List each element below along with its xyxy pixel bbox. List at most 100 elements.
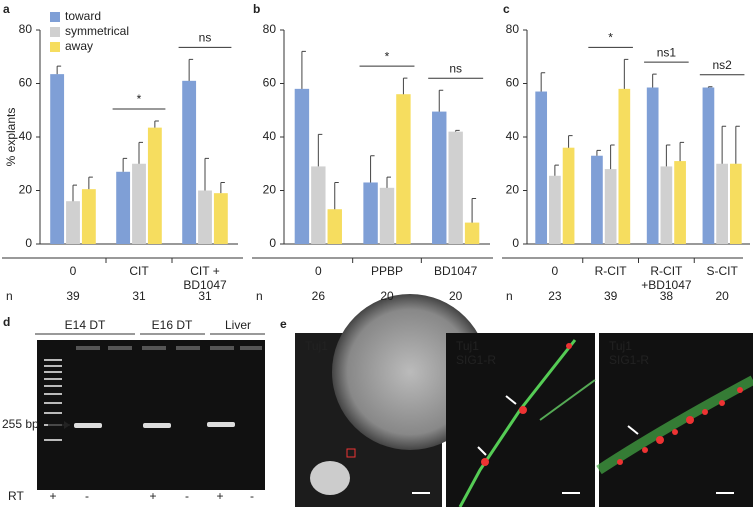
bar	[182, 80, 197, 244]
bar	[198, 190, 212, 244]
error-bar	[540, 72, 546, 92]
bar	[702, 87, 715, 244]
error-bar	[735, 125, 740, 164]
bar	[294, 88, 310, 244]
error-bar	[471, 198, 477, 223]
bar	[464, 222, 480, 244]
panel-label: c	[503, 2, 510, 16]
error-bar	[334, 181, 339, 210]
x-tick-label: CIT + BD1047	[183, 264, 227, 292]
n-label: n	[6, 289, 13, 303]
y-tick-label: 80	[19, 22, 33, 36]
panel-label: d	[3, 315, 10, 329]
neurite	[539, 379, 596, 421]
rt-value: +	[49, 489, 56, 503]
error-bar	[138, 141, 143, 164]
y-tick-label: 20	[263, 183, 277, 197]
legend-label: toward	[65, 9, 101, 23]
significance-label: ns	[199, 31, 212, 45]
neurite	[596, 375, 753, 475]
bar	[432, 111, 447, 245]
error-bar	[402, 77, 408, 95]
y-tick-label: 40	[263, 129, 277, 143]
x-tick-label: CIT	[129, 264, 149, 278]
bar	[549, 175, 561, 244]
x-tick-label: R-CIT +BD1047	[641, 264, 692, 292]
x-tick-label: 0	[69, 264, 77, 278]
image-label: SIG1-R	[456, 353, 496, 367]
panel-label: a	[3, 2, 10, 16]
x-tick-label: S-CIT	[706, 264, 738, 278]
significance-label: *	[385, 49, 390, 63]
bar	[327, 209, 342, 244]
puncta	[481, 343, 572, 466]
bar	[147, 127, 162, 244]
error-bar	[56, 65, 62, 75]
bar	[660, 166, 673, 244]
y-tick-label: 0	[25, 236, 32, 250]
bar	[448, 131, 463, 244]
n-value: 20	[449, 289, 463, 303]
y-tick-label: 20	[506, 183, 520, 197]
bar	[379, 187, 395, 244]
bar	[591, 155, 603, 244]
y-tick-label: 20	[19, 183, 33, 197]
x-tick-label: R-CIT	[594, 264, 627, 278]
bar	[674, 161, 686, 244]
image-label: Tuj1	[609, 339, 632, 353]
error-bar	[455, 129, 460, 132]
n-label: n	[506, 289, 513, 303]
image-label: SIG1-R	[609, 353, 649, 367]
error-bar	[154, 120, 159, 128]
bar	[716, 163, 728, 244]
error-bar	[623, 58, 629, 89]
explant-small	[310, 461, 350, 495]
neurite	[458, 339, 577, 507]
significance-label: *	[608, 31, 613, 45]
significance-label: ns	[449, 61, 462, 75]
n-value: 23	[548, 289, 562, 303]
bar	[81, 189, 96, 244]
error-bar	[370, 155, 375, 183]
error-bar	[122, 157, 128, 172]
n-value: 31	[198, 289, 212, 303]
error-bar	[707, 86, 713, 88]
gel-wells	[76, 346, 262, 350]
bar	[729, 163, 742, 244]
image-label: Tuj1	[305, 339, 328, 353]
n-value: 39	[604, 289, 618, 303]
bar	[213, 193, 228, 244]
error-bar	[679, 141, 685, 162]
error-bar	[438, 89, 444, 112]
y-tick-label: 0	[512, 236, 519, 250]
x-tick-label: BD1047	[433, 264, 478, 278]
micrograph	[446, 333, 595, 507]
n-value: 20	[380, 289, 394, 303]
y-tick-label: 40	[19, 129, 33, 143]
x-tick-label: PPBP	[370, 264, 403, 278]
bar	[50, 74, 65, 244]
n-value: 38	[660, 289, 674, 303]
error-bar	[665, 144, 671, 167]
image-label: Tuj1	[456, 339, 479, 353]
lane-label: E16 DT	[152, 318, 193, 332]
n-value: 26	[312, 289, 326, 303]
y-axis-label: % explants	[4, 108, 18, 167]
n-value: 31	[132, 289, 146, 303]
y-tick-label: 0	[269, 236, 276, 250]
rt-value: -	[250, 489, 254, 503]
error-bar	[204, 157, 209, 191]
legend-swatch	[50, 27, 60, 37]
n-label: n	[256, 289, 263, 303]
y-tick-label: 40	[506, 129, 520, 143]
error-bar	[188, 58, 194, 81]
bar	[363, 182, 378, 244]
significance-label: *	[137, 92, 142, 106]
panel-label: e	[280, 317, 287, 331]
error-bar	[568, 135, 573, 148]
rt-value: +	[149, 489, 156, 503]
legend-swatch	[50, 42, 60, 52]
lane-label: Liver	[225, 318, 251, 332]
